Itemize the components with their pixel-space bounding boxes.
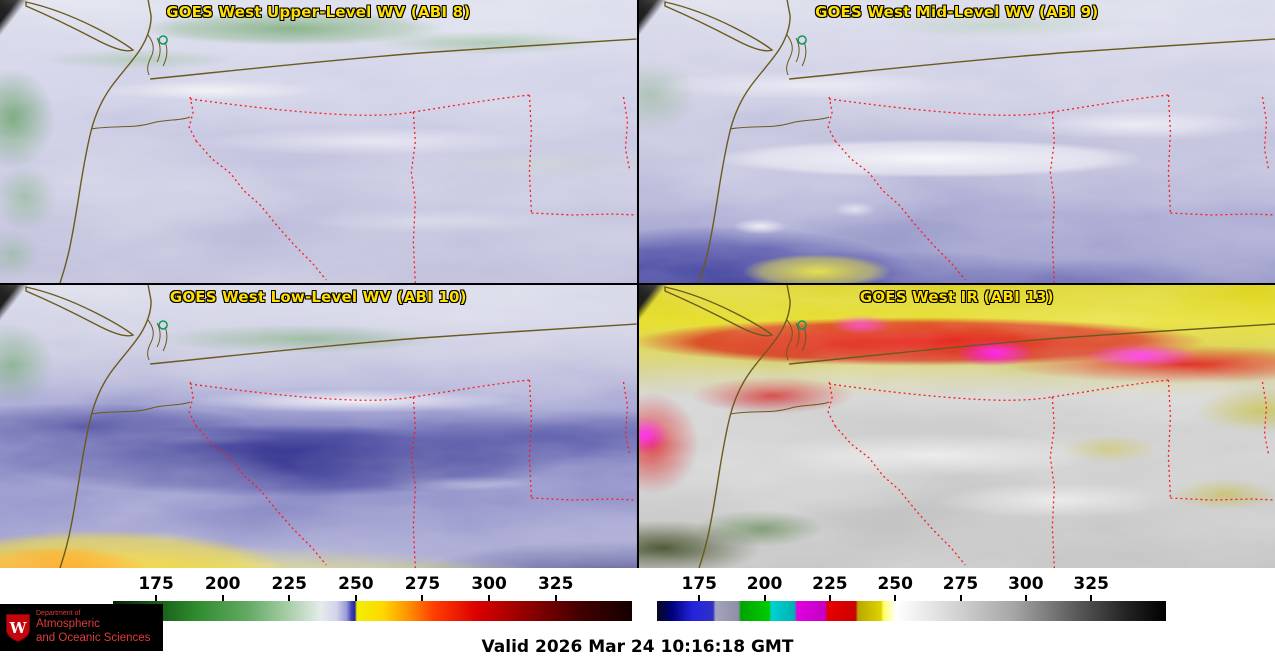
wv-colorbar: [113, 601, 632, 621]
panel-low-level-wv: GOES West Low-Level WV (ABI 10): [0, 285, 637, 568]
tick-label: 300: [471, 574, 507, 594]
tick-mark: [1024, 595, 1027, 601]
panel-grid: GOES West Upper-Level WV (ABI 8) GOES We…: [0, 0, 1275, 568]
wv-tick-labels: 175 200 225 250 275 300 325: [138, 574, 573, 596]
wv-colorbar-group: 175 200 225 250 275 300 325: [113, 574, 632, 634]
tick-mark: [1090, 595, 1093, 601]
tick-mark: [288, 595, 291, 601]
map-overlay: [0, 285, 637, 568]
wv-tick-marks: [155, 595, 557, 601]
ir-tick-labels: 175 200 225 250 275 300 325: [681, 574, 1108, 596]
map-overlay: [0, 0, 637, 283]
footer-bar: 175 200 225 250 275 300 325 175: [0, 568, 1275, 659]
tick-label: 250: [338, 574, 374, 594]
ir-colorbar-group: 175 200 225 250 275 300 325: [657, 574, 1166, 634]
cloud-noise-texture: [638, 0, 1275, 283]
tick-label: 175: [138, 574, 174, 594]
tick-label: 225: [812, 574, 848, 594]
aos-logo: W Department of Atmospheric and Oceanic …: [0, 604, 163, 651]
logo-text: Department of Atmospheric and Oceanic Sc…: [36, 610, 150, 645]
logo-name-line1: Atmospheric: [36, 618, 100, 631]
panel-title-abi10: GOES West Low-Level WV (ABI 10): [169, 288, 467, 306]
tick-label: 200: [204, 574, 241, 594]
logo-name-line2: and Oceanic Sciences: [36, 631, 151, 644]
tick-label: 325: [1073, 574, 1109, 594]
panel-title-abi8: GOES West Upper-Level WV (ABI 8): [166, 3, 471, 21]
tick-label: 225: [271, 574, 308, 594]
ir-colorbar: [657, 601, 1166, 621]
cloud-noise-texture: [0, 0, 637, 283]
tick-mark: [488, 595, 491, 601]
map-overlay: [638, 0, 1275, 283]
map-overlay: [638, 285, 1275, 568]
panel-upper-level-wv: GOES West Upper-Level WV (ABI 8): [0, 0, 637, 283]
tick-label: 200: [746, 574, 783, 594]
tick-label: 275: [404, 574, 441, 594]
panel-title-abi9: GOES West Mid-Level WV (ABI 9): [815, 3, 1099, 21]
tick-label: 250: [877, 574, 913, 594]
tick-label: 175: [681, 574, 717, 594]
panel-title-abi13: GOES West IR (ABI 13): [859, 288, 1054, 306]
panel-mid-level-wv: GOES West Mid-Level WV (ABI 9): [638, 0, 1275, 283]
ir-tick-marks: [698, 595, 1093, 601]
tick-mark: [221, 595, 224, 601]
cloud-noise-texture: [638, 285, 1275, 568]
tick-mark: [698, 595, 701, 601]
tick-mark: [894, 595, 897, 601]
tick-mark: [828, 595, 831, 601]
tick-label: 275: [942, 574, 979, 594]
tick-label: 325: [537, 574, 574, 594]
panel-ir: GOES West IR (ABI 13): [638, 285, 1275, 568]
tick-mark: [354, 595, 357, 601]
tick-mark: [763, 595, 766, 601]
tick-mark: [959, 595, 962, 601]
tick-mark: [155, 595, 158, 601]
tick-label: 300: [1008, 574, 1044, 594]
uw-crest-icon: W: [6, 613, 30, 642]
valid-time: Valid 2026 Mar 24 10:16:18 GMT: [481, 637, 794, 657]
logo-dept-line: Department of: [36, 610, 81, 618]
tick-mark: [554, 595, 557, 601]
cloud-noise-texture: [0, 285, 637, 568]
crest-letter: W: [9, 619, 28, 637]
tick-mark: [421, 595, 424, 601]
